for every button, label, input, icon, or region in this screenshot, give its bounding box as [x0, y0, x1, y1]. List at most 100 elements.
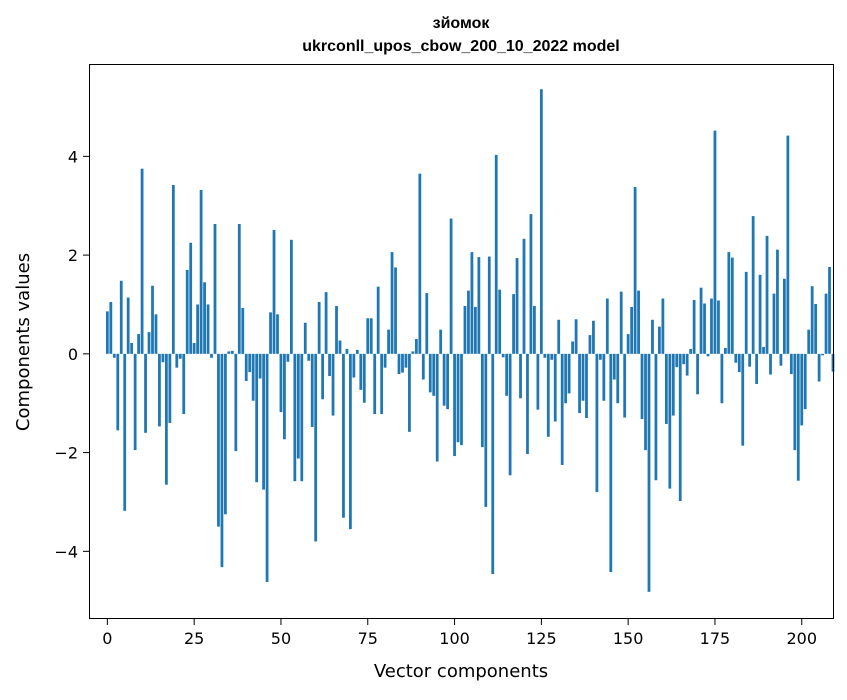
bar [789, 353, 793, 375]
bar [592, 320, 595, 354]
bar [324, 292, 328, 354]
bar [345, 348, 349, 354]
x-tick-label: 175 [700, 629, 731, 648]
bar [546, 353, 550, 437]
bar [335, 305, 338, 354]
bar [529, 214, 533, 354]
bar [723, 347, 727, 354]
bar [418, 173, 422, 354]
x-tick-label: 150 [613, 629, 644, 648]
y-tick-label: 4 [68, 147, 78, 166]
bar [536, 353, 540, 410]
bar [605, 298, 609, 354]
bar [512, 294, 515, 354]
bar [748, 353, 752, 367]
bar [394, 267, 397, 354]
bar [307, 353, 311, 361]
bars-group [105, 89, 835, 592]
bar [730, 257, 734, 354]
bar [685, 353, 689, 376]
bar [203, 282, 206, 354]
bar [460, 353, 463, 446]
bar [300, 353, 304, 482]
bar [751, 216, 755, 354]
bar [199, 189, 203, 354]
bar [303, 322, 307, 354]
bar [144, 353, 147, 433]
bar [158, 353, 161, 427]
y-axis-ticks: −4 −2 0 2 4 [54, 147, 90, 561]
bar [574, 319, 578, 354]
bar [588, 335, 592, 354]
bar [411, 351, 415, 354]
bar [421, 353, 425, 380]
bar [741, 353, 745, 446]
bar [154, 314, 158, 354]
bar [713, 130, 717, 354]
bar [230, 350, 234, 354]
x-tick-label: 100 [439, 629, 470, 648]
bar [265, 353, 269, 582]
bar [414, 339, 418, 354]
bar [550, 353, 554, 360]
bar [137, 334, 140, 354]
bar [744, 271, 748, 354]
bar [293, 353, 297, 482]
bar [737, 353, 741, 373]
bar [467, 290, 470, 354]
bar [720, 353, 724, 404]
bar [817, 353, 821, 382]
bar [682, 353, 686, 365]
bar [533, 305, 536, 354]
bar [658, 326, 661, 354]
bar [449, 218, 453, 354]
bar [175, 353, 179, 368]
bar [689, 348, 693, 354]
bar [647, 353, 651, 592]
bar [349, 353, 352, 530]
bar [644, 353, 647, 451]
bar [453, 353, 456, 457]
bar [609, 353, 613, 573]
bar [519, 353, 522, 399]
y-tick-label: 2 [68, 246, 78, 265]
bar [821, 353, 824, 356]
bar [435, 353, 439, 462]
bar [526, 353, 529, 455]
bar [675, 353, 679, 368]
y-tick-label: −4 [54, 542, 78, 561]
bar [258, 353, 262, 379]
bar [140, 168, 144, 354]
bar [234, 353, 238, 452]
bar [480, 353, 484, 448]
bar [796, 353, 800, 481]
x-tick-label: 25 [184, 629, 204, 648]
bar [491, 353, 495, 575]
bar [758, 274, 762, 354]
bar [439, 329, 443, 354]
bar [404, 353, 408, 368]
bar [501, 353, 505, 358]
bar [474, 306, 477, 354]
plot-frame [89, 64, 834, 619]
bar [317, 302, 321, 354]
bar [151, 285, 154, 354]
x-tick-label: 0 [102, 629, 112, 648]
bar [196, 304, 200, 354]
bar [269, 312, 272, 354]
y-tick-label: 0 [68, 345, 78, 364]
bar [539, 89, 543, 354]
bar [217, 353, 220, 527]
bar [109, 302, 113, 354]
bar [703, 303, 706, 354]
bar [612, 353, 616, 380]
y-tick-label: −2 [54, 444, 78, 463]
bar [352, 353, 356, 378]
bar [706, 353, 710, 357]
bar [824, 293, 828, 354]
bar [321, 353, 325, 400]
bar [727, 252, 731, 354]
bar [800, 353, 804, 426]
bar [244, 353, 248, 381]
